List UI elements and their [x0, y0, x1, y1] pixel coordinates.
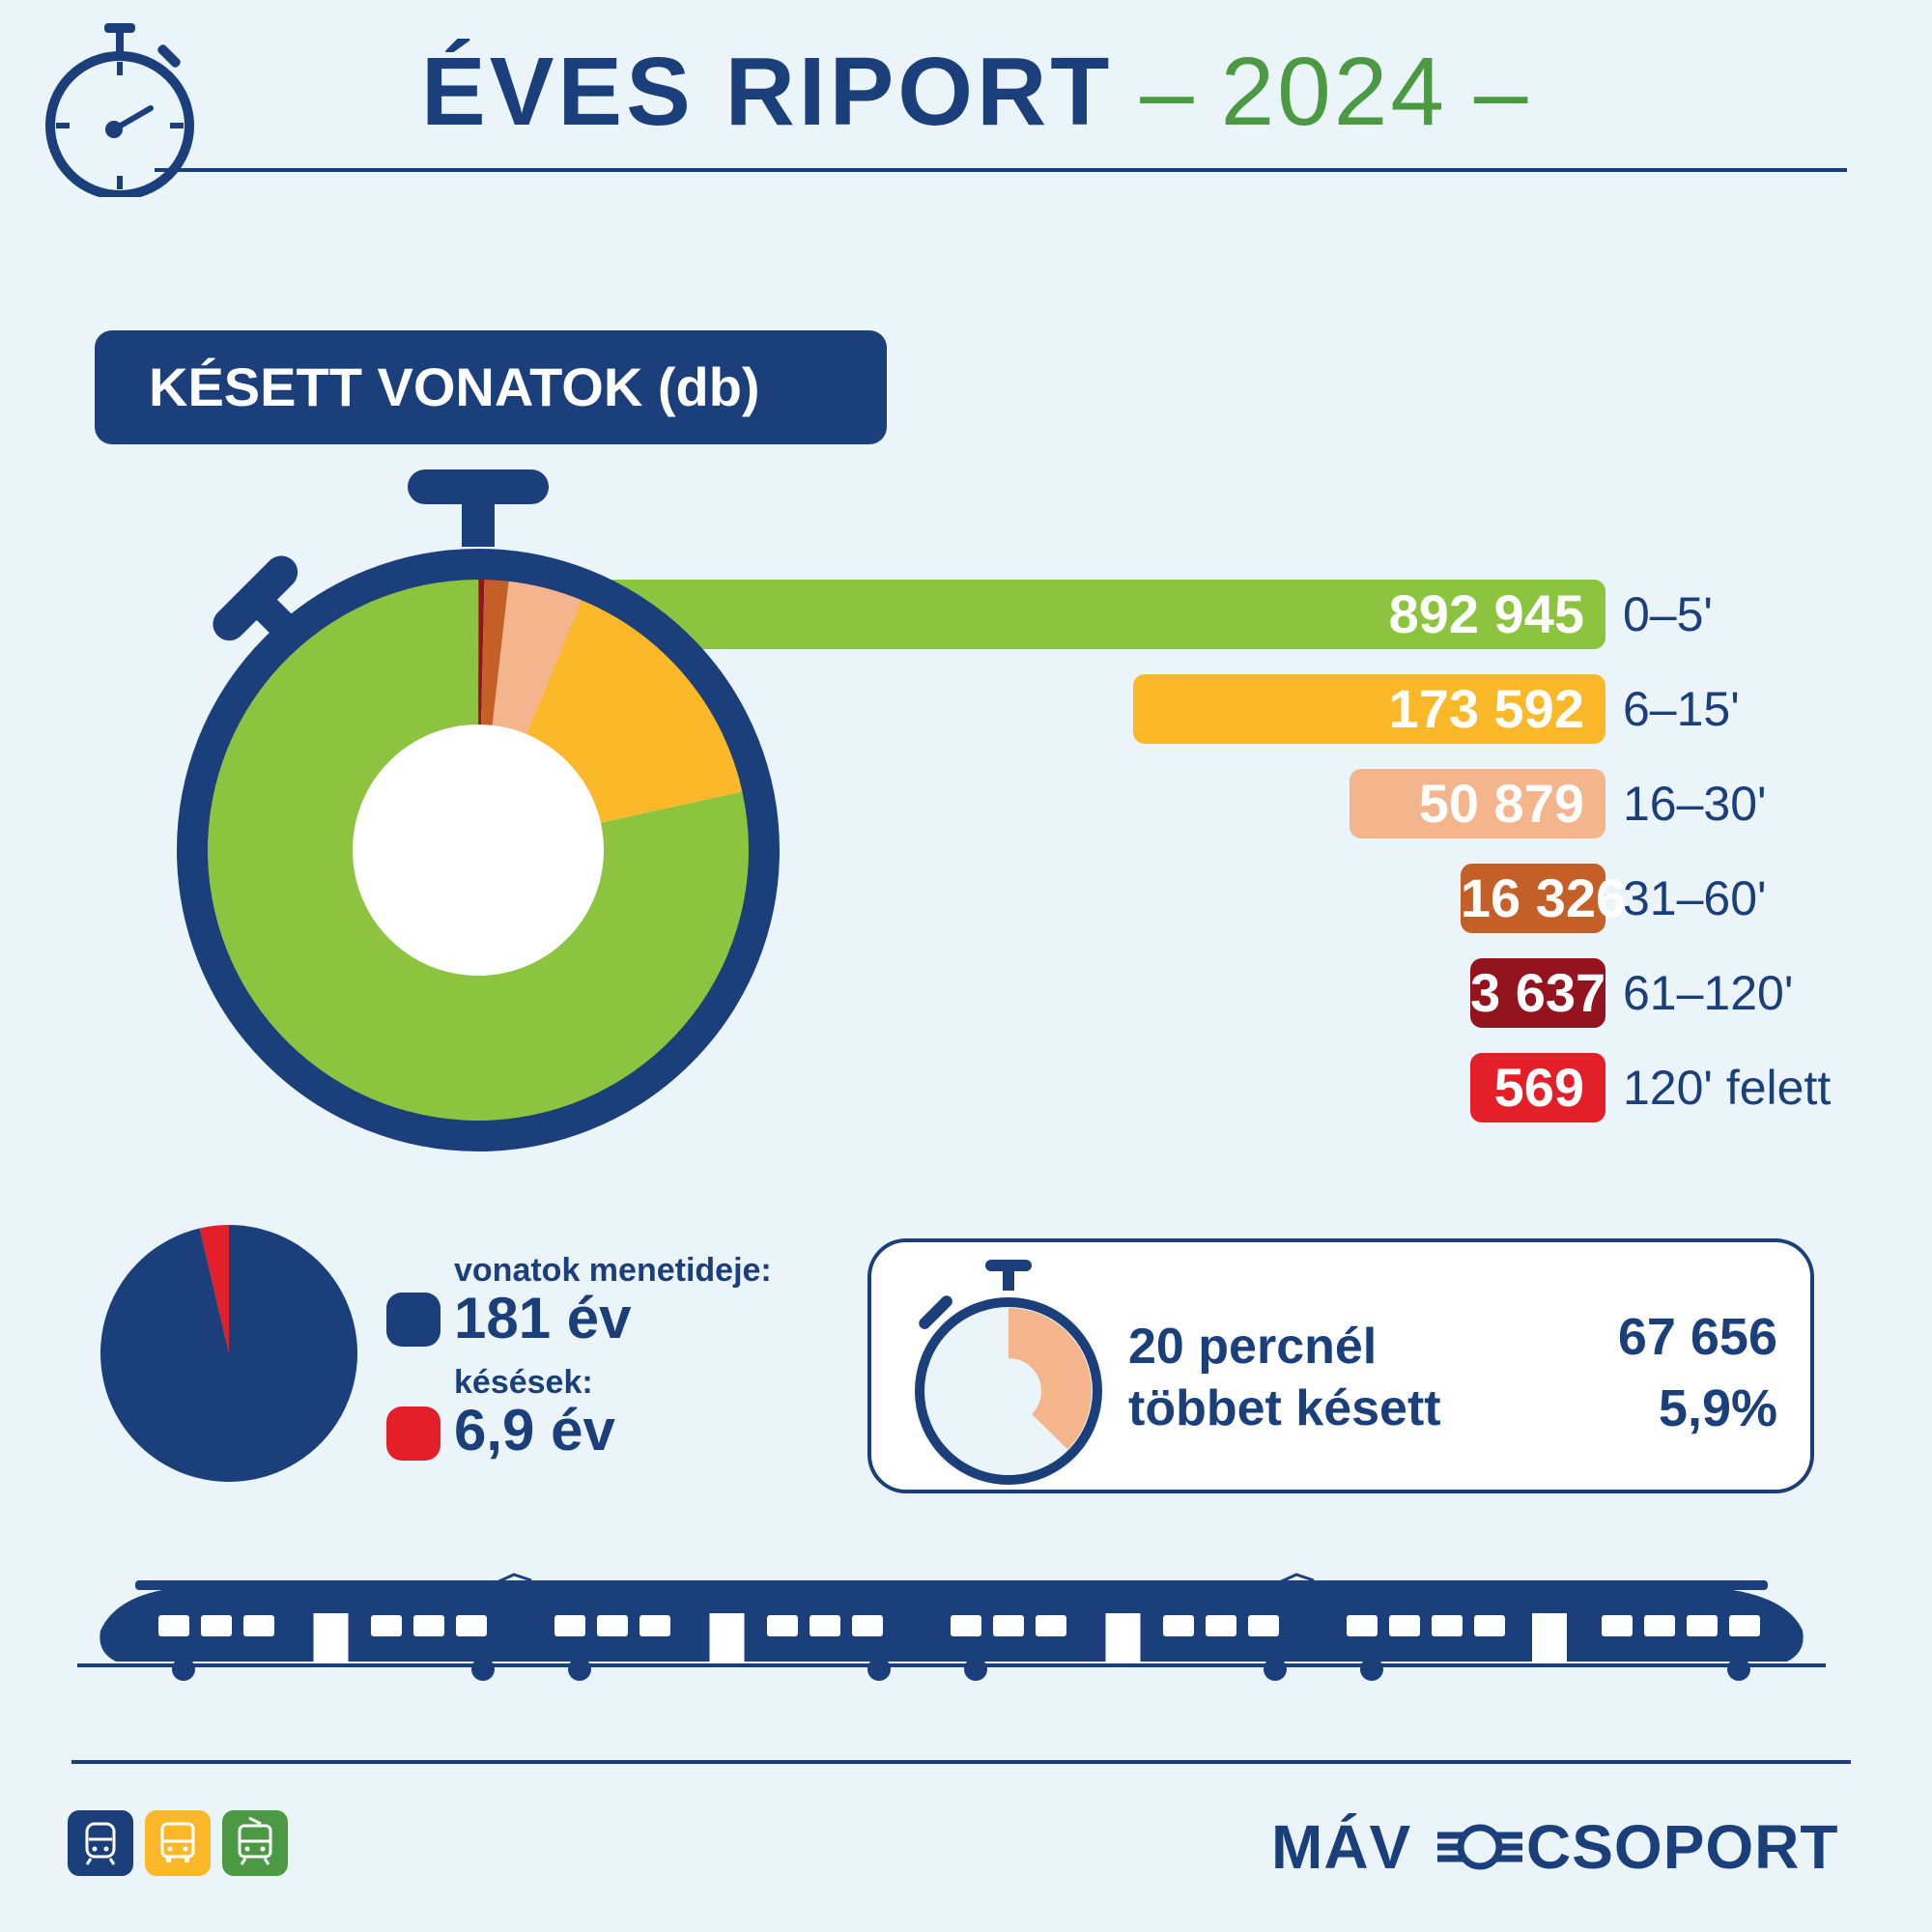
bus-icon: [145, 1810, 211, 1876]
donut-hole: [353, 724, 604, 976]
section-label: KÉSETT VONATOK (db): [95, 330, 887, 444]
train-window: [1036, 1615, 1066, 1636]
delay-caption: késések:: [454, 1364, 593, 1401]
bar-4: 3 637: [1470, 958, 1605, 1028]
runtime-caption: vonatok menetideje:: [454, 1252, 772, 1289]
train-window: [1729, 1615, 1760, 1636]
train-window: [1163, 1615, 1194, 1636]
train-window: [1602, 1615, 1633, 1636]
over-20-min-stopwatch-icon: [915, 1260, 1102, 1485]
title-dash-left: –: [1113, 38, 1221, 146]
bar-category-label-0: 0–5': [1623, 587, 1713, 641]
train-window: [1389, 1615, 1420, 1636]
logo-csoport: CSOPORT: [1526, 1812, 1839, 1882]
info-line-2: többet késett: [1128, 1380, 1441, 1436]
train-window: [554, 1615, 585, 1636]
train-wheel: [1727, 1658, 1750, 1681]
delay-swatch: [386, 1406, 440, 1461]
bar-3: 16 326: [1460, 864, 1626, 933]
stopwatch-crown: [408, 469, 549, 504]
train-window: [951, 1615, 981, 1636]
train-window: [158, 1615, 189, 1636]
bar-category-label-4: 61–120': [1623, 966, 1794, 1020]
info-line-1: 20 percnél: [1128, 1319, 1378, 1375]
title-dash-right: –: [1447, 38, 1528, 146]
mav-logo-icon: [1437, 1824, 1522, 1870]
train-window: [1474, 1615, 1505, 1636]
train-window: [993, 1615, 1024, 1636]
train-window: [810, 1615, 840, 1636]
train-icon: [68, 1810, 133, 1876]
train-door: [709, 1613, 745, 1667]
train-wheel: [471, 1658, 495, 1681]
footer-rule: [71, 1760, 1851, 1764]
train-door: [1105, 1613, 1141, 1667]
train-window: [456, 1615, 487, 1636]
train-window: [201, 1615, 232, 1636]
bar-2: 50 879: [1350, 769, 1605, 838]
train-illustration: [77, 1573, 1826, 1681]
train-window: [639, 1615, 670, 1636]
bar-1: 173 592: [1132, 674, 1605, 744]
train-wheel: [867, 1658, 891, 1681]
donut-stopwatch-chart: [177, 469, 780, 1151]
train-window: [767, 1615, 798, 1636]
logo-mav: MÁV: [1271, 1812, 1412, 1882]
train-window: [371, 1615, 402, 1636]
train-wheel: [964, 1658, 987, 1681]
page-title: ÉVES RIPORT – 2024 –: [421, 39, 1527, 145]
runtime-pie-chart: [100, 1225, 357, 1482]
train-door: [313, 1613, 349, 1667]
train-window: [1644, 1615, 1675, 1636]
train-window: [1206, 1615, 1236, 1636]
info-percent: 5,9%: [1658, 1379, 1777, 1437]
train-window: [1347, 1615, 1378, 1636]
train-window: [1687, 1615, 1718, 1636]
stopwatch-stem: [462, 498, 495, 547]
train-window: [852, 1615, 883, 1636]
train-window: [1248, 1615, 1279, 1636]
header-rule: [155, 168, 1847, 172]
train-window: [1432, 1615, 1463, 1636]
train-window: [597, 1615, 628, 1636]
runtime-value: 181 év: [454, 1286, 632, 1350]
runtime-swatch: [386, 1293, 440, 1347]
info-count: 67 656: [1617, 1308, 1777, 1366]
train-door: [1532, 1613, 1567, 1667]
tram-icon: [222, 1810, 288, 1876]
delay-value: 6,9 év: [454, 1398, 615, 1463]
runtime-pie-slice-1: [199, 1225, 229, 1353]
train-window: [243, 1615, 274, 1636]
runtime-pie-slice-0: [100, 1225, 357, 1482]
bar-category-label-3: 31–60': [1623, 871, 1767, 925]
train-wheel: [172, 1658, 195, 1681]
bar-category-label-1: 6–15': [1623, 682, 1740, 736]
stopwatch-header-icon: [45, 23, 194, 197]
title-main: ÉVES RIPORT: [421, 38, 1114, 146]
title-year: 2024: [1220, 38, 1448, 146]
stopwatch-ring: [177, 549, 780, 1151]
bar-category-label-5: 120' felett: [1623, 1061, 1832, 1115]
train-wheel: [1360, 1658, 1383, 1681]
bar-0: 892 945: [533, 580, 1605, 649]
train-wheel: [568, 1658, 591, 1681]
train-wheel: [1264, 1658, 1287, 1681]
info-pie-slice: [1009, 1308, 1092, 1450]
bar-5: 569: [1470, 1053, 1605, 1122]
bar-category-label-2: 16–30': [1623, 777, 1767, 831]
train-window: [413, 1615, 444, 1636]
